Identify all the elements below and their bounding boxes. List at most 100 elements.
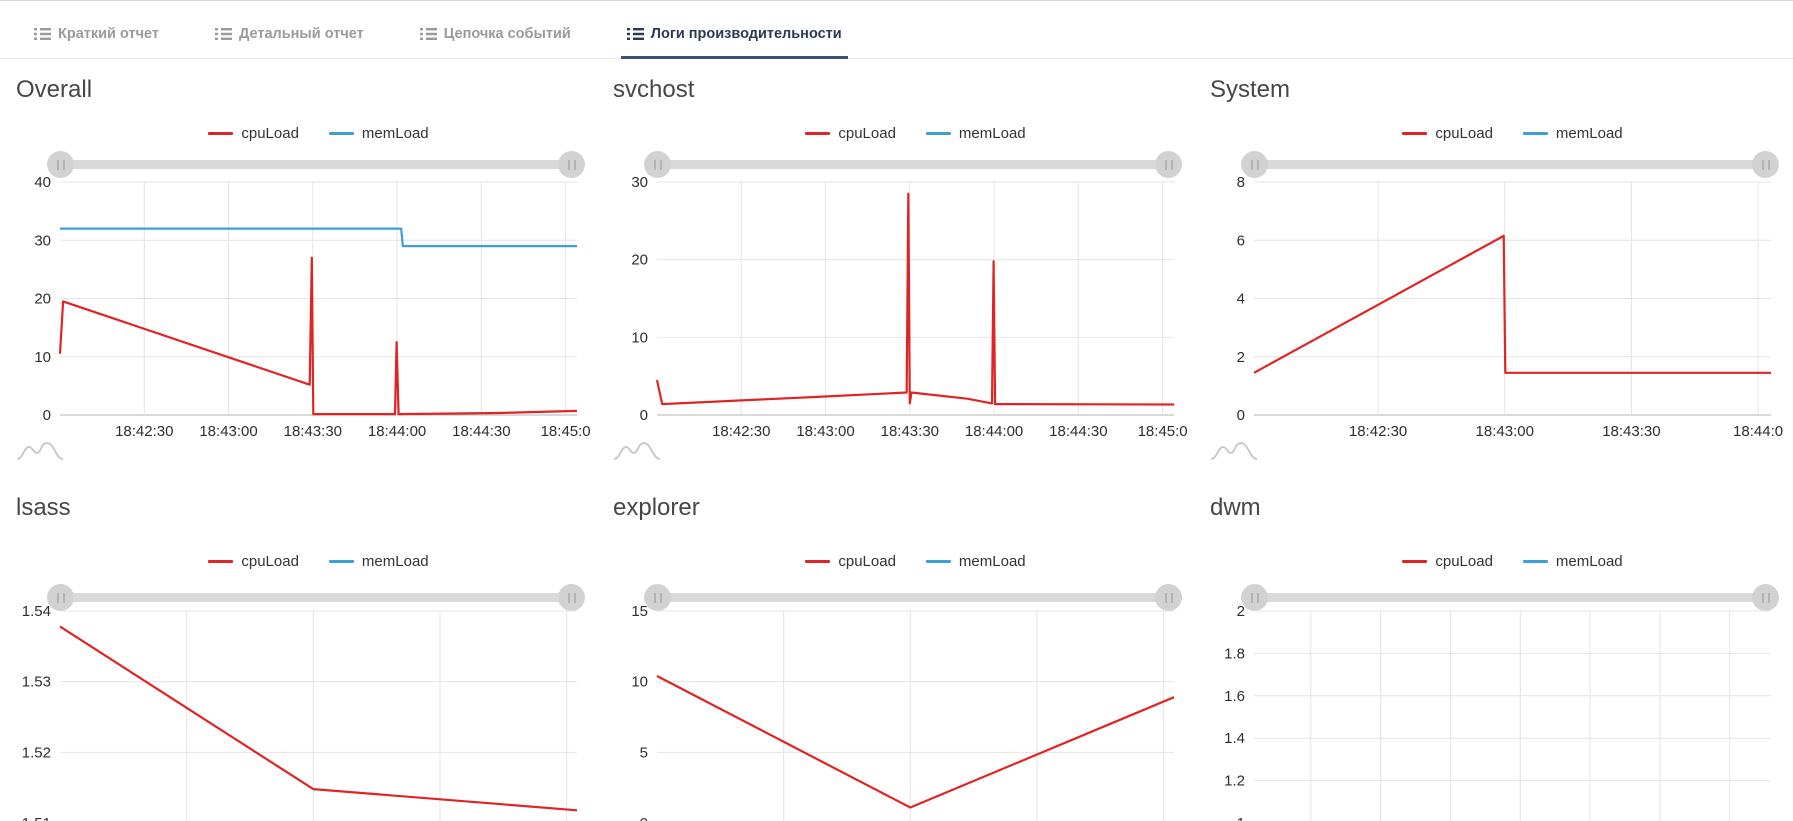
legend-swatch (1522, 560, 1548, 563)
slider-track[interactable] (60, 593, 572, 602)
legend-item-memLoad[interactable]: memLoad (1522, 125, 1623, 142)
legend-item-memLoad[interactable]: memLoad (925, 125, 1026, 142)
svg-text:0: 0 (640, 407, 648, 424)
chart-panel-overall: Overall cpuLoad memLoad 0 10 20 30 40 18:42:30… (0, 59, 597, 465)
slider-handle-right[interactable] (1752, 584, 1779, 611)
chart-title: System (1210, 76, 1291, 103)
svg-text:30: 30 (631, 174, 648, 191)
tab-bar: Краткий отчет Детальный отчет Цепочка со… (0, 1, 1793, 59)
chart-legend: cpuLoad memLoad (1254, 125, 1771, 142)
slider-track[interactable] (657, 593, 1169, 602)
svg-text:18:42:30: 18:42:30 (1349, 423, 1407, 440)
time-range-slider[interactable] (644, 584, 1182, 611)
datazoom-icon[interactable] (1210, 439, 1264, 461)
time-range-slider[interactable] (1241, 151, 1779, 178)
svg-text:10: 10 (34, 349, 51, 366)
legend-item-memLoad[interactable]: memLoad (328, 553, 429, 570)
slider-track[interactable] (1254, 593, 1766, 602)
svg-text:18:43:30: 18:43:30 (1602, 423, 1660, 440)
tab-label: Детальный отчет (238, 26, 364, 42)
svg-text:1.51: 1.51 (22, 815, 51, 821)
legend-item-cpuLoad[interactable]: cpuLoad (1402, 553, 1493, 570)
tab-brief-report[interactable]: Краткий отчет (28, 6, 165, 58)
legend-item-memLoad[interactable]: memLoad (328, 125, 429, 142)
chart-legend: cpuLoad memLoad (657, 553, 1174, 570)
svg-text:5: 5 (640, 744, 648, 761)
chart-legend: cpuLoad memLoad (60, 553, 577, 570)
datazoom-icon[interactable] (613, 439, 667, 461)
slider-handle-right[interactable] (1752, 151, 1779, 178)
svg-text:1.54: 1.54 (22, 603, 51, 620)
datazoom-icon[interactable] (16, 439, 70, 461)
legend-item-cpuLoad[interactable]: cpuLoad (208, 125, 299, 142)
slider-track[interactable] (1254, 160, 1766, 169)
list-icon (34, 27, 51, 41)
time-range-slider[interactable] (47, 151, 585, 178)
line-chart: 0 2 4 6 8 18:42:30 18:43:00 18:43:30 18:44:0 (1237, 174, 1783, 440)
svg-text:2: 2 (1237, 349, 1245, 366)
legend-item-memLoad[interactable]: memLoad (925, 553, 1026, 570)
tab-label: Логи производительности (650, 26, 842, 42)
tab-label: Цепочка событий (443, 26, 571, 42)
chart-panel-lsass: lsass cpuLoad memLoad 1.51 1.52 1.53 1.54 (0, 465, 597, 821)
slider-handle-right[interactable] (558, 151, 585, 178)
slider-handle-left[interactable] (1241, 584, 1268, 611)
legend-label: memLoad (361, 553, 429, 570)
svg-text:1.2: 1.2 (1224, 773, 1245, 790)
svg-text:1.53: 1.53 (22, 674, 51, 691)
tab-performance-logs[interactable]: Логи производительности (620, 6, 848, 59)
slider-handle-left[interactable] (1241, 151, 1268, 178)
legend-label: cpuLoad (1435, 125, 1493, 142)
legend-item-cpuLoad[interactable]: cpuLoad (1402, 125, 1493, 142)
legend-swatch (1402, 560, 1428, 563)
chart-panel-explorer: explorer cpuLoad memLoad 0 5 10 15 (597, 465, 1194, 821)
time-range-slider[interactable] (1241, 584, 1779, 611)
legend-item-cpuLoad[interactable]: cpuLoad (805, 553, 896, 570)
svg-text:10: 10 (631, 329, 648, 346)
svg-text:1.8: 1.8 (1224, 645, 1245, 662)
chart-panel-svchost: svchost cpuLoad memLoad 0 10 20 30 18:42:30 18… (597, 59, 1194, 465)
slider-handle-right[interactable] (1155, 151, 1182, 178)
legend-swatch (208, 560, 234, 563)
legend-swatch (208, 132, 234, 135)
tab-detailed-report[interactable]: Детальный отчет (209, 6, 370, 58)
legend-swatch (925, 560, 951, 563)
time-range-slider[interactable] (47, 584, 585, 611)
slider-handle-right[interactable] (1155, 584, 1182, 611)
legend-item-cpuLoad[interactable]: cpuLoad (805, 125, 896, 142)
legend-item-cpuLoad[interactable]: cpuLoad (208, 553, 299, 570)
legend-label: cpuLoad (838, 125, 896, 142)
slider-track[interactable] (60, 160, 572, 169)
svg-text:10: 10 (631, 674, 648, 691)
slider-track[interactable] (657, 160, 1169, 169)
legend-label: cpuLoad (241, 553, 299, 570)
legend-swatch (328, 132, 354, 135)
chart-title: Overall (16, 76, 93, 103)
legend-swatch (805, 560, 831, 563)
legend-swatch (328, 560, 354, 563)
svg-text:2: 2 (1237, 603, 1245, 620)
list-icon (419, 27, 437, 41)
svg-text:6: 6 (1237, 232, 1245, 249)
time-range-slider[interactable] (644, 151, 1182, 178)
list-icon (214, 27, 232, 41)
slider-handle-left[interactable] (644, 584, 671, 611)
svg-text:4: 4 (1237, 291, 1245, 308)
slider-handle-left[interactable] (47, 584, 74, 611)
legend-item-memLoad[interactable]: memLoad (1522, 553, 1623, 570)
svg-text:18:43:00: 18:43:00 (199, 423, 257, 440)
svg-text:20: 20 (34, 291, 51, 308)
svg-text:1.4: 1.4 (1224, 730, 1245, 747)
svg-text:20: 20 (631, 252, 648, 269)
tab-event-chain[interactable]: Цепочка событий (414, 6, 577, 58)
slider-handle-left[interactable] (47, 151, 74, 178)
legend-label: memLoad (1555, 553, 1623, 570)
chart-legend: cpuLoad memLoad (60, 125, 577, 142)
charts-grid: Overall cpuLoad memLoad 0 10 20 30 40 18:42:30… (0, 59, 1793, 821)
slider-handle-left[interactable] (644, 151, 671, 178)
chart-title: svchost (613, 76, 695, 103)
chart-title: dwm (1210, 494, 1261, 521)
line-chart: 0 10 20 30 18:42:30 18:43:00 18:43:30 18:44:00 1… (631, 174, 1187, 440)
line-chart: 0 5 10 15 (631, 603, 1175, 821)
slider-handle-right[interactable] (558, 584, 585, 611)
